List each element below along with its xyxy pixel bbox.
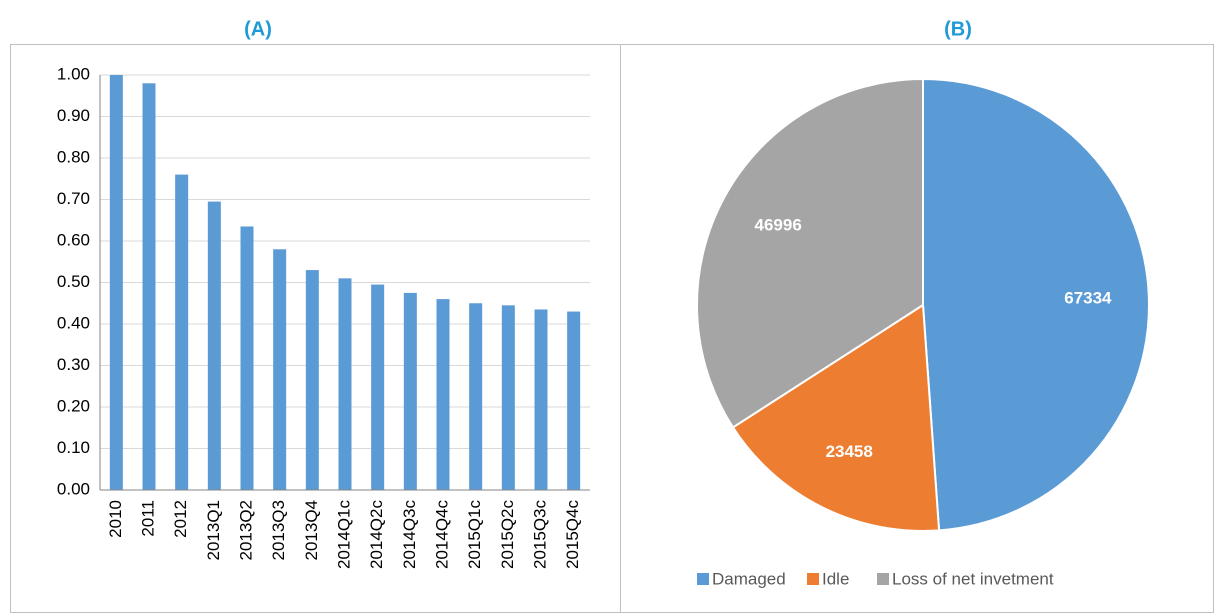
x-tick-label: 2014Q3c xyxy=(400,500,419,569)
y-tick-label: 0.50 xyxy=(57,272,90,291)
legend-label: Loss of net invetment xyxy=(892,569,1054,588)
legend-swatch xyxy=(877,573,889,585)
bar xyxy=(501,305,515,490)
bar xyxy=(534,309,548,490)
x-tick-label: 2013Q1 xyxy=(204,500,223,561)
y-tick-label: 0.30 xyxy=(57,355,90,374)
bar xyxy=(436,299,450,490)
chart-title: (B) xyxy=(944,18,972,40)
bar xyxy=(175,174,189,490)
x-tick-label: 2013Q3 xyxy=(269,500,288,561)
x-tick-label: 2014Q1c xyxy=(334,500,353,569)
bar xyxy=(305,270,319,490)
x-tick-label: 2014Q4c xyxy=(432,500,451,569)
y-tick-label: 0.70 xyxy=(57,189,90,208)
legend-swatch xyxy=(807,573,819,585)
bar xyxy=(273,249,287,490)
y-tick-label: 0.00 xyxy=(57,479,90,498)
bar xyxy=(207,201,221,490)
x-tick-label: 2012 xyxy=(171,500,190,538)
legend-label: Idle xyxy=(822,569,849,588)
y-tick-label: 0.60 xyxy=(57,230,90,249)
legend-swatch xyxy=(697,573,709,585)
y-tick-label: 0.90 xyxy=(57,106,90,125)
x-tick-label: 2015Q3c xyxy=(530,500,549,569)
value-label: 46996 xyxy=(755,215,802,234)
x-tick-label: 2013Q2 xyxy=(236,500,255,561)
bar xyxy=(109,75,123,490)
x-tick-label: 2015Q2c xyxy=(498,500,517,569)
chart-title: (A) xyxy=(244,18,272,40)
bar xyxy=(338,278,352,490)
pie-slice xyxy=(922,77,1150,532)
x-tick-label: 2014Q2c xyxy=(367,500,386,569)
x-tick-label: 2015Q1c xyxy=(465,500,484,569)
bar xyxy=(469,303,483,490)
bar xyxy=(240,226,254,490)
y-tick-label: 0.20 xyxy=(57,396,90,415)
x-tick-label: 2011 xyxy=(138,500,157,537)
value-label: 67334 xyxy=(1064,289,1112,308)
x-tick-label: 2013Q4 xyxy=(302,500,321,561)
legend-label: Damaged xyxy=(712,569,786,588)
y-tick-label: 0.10 xyxy=(57,438,90,457)
y-tick-label: 1.00 xyxy=(57,64,90,83)
bar xyxy=(142,83,156,491)
y-tick-label: 0.80 xyxy=(57,147,90,166)
pie-slice xyxy=(731,303,941,532)
pie-slice xyxy=(696,77,924,429)
bar xyxy=(371,284,385,490)
x-tick-label: 2015Q4c xyxy=(563,500,582,569)
x-tick-label: 2010 xyxy=(106,500,125,538)
y-tick-label: 0.40 xyxy=(57,313,90,332)
bar xyxy=(403,292,417,490)
bar xyxy=(567,311,581,490)
value-label: 23458 xyxy=(826,442,873,461)
